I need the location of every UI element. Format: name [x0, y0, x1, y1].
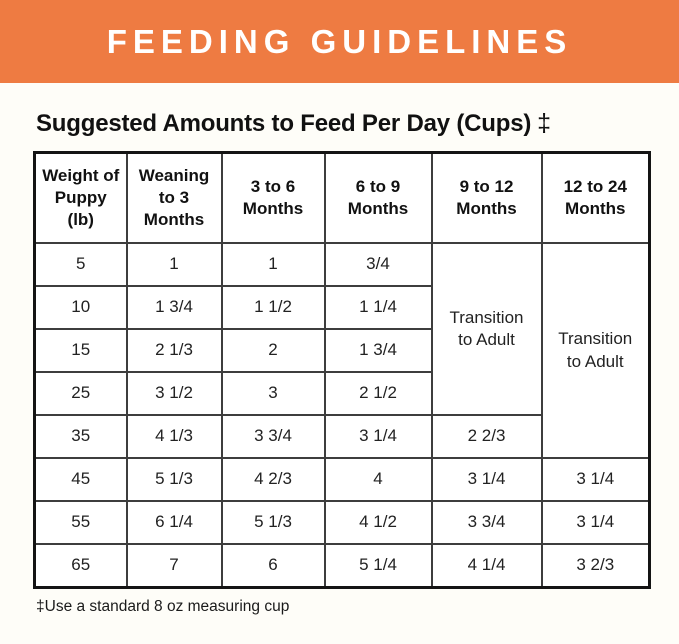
- amount-cell: 3 1/4: [540, 500, 651, 545]
- table-row-65lb: 65 7 6 5 1/4 4 1/4 3 2/3: [33, 543, 651, 589]
- amount-cell: 2 1/3: [125, 328, 223, 373]
- weight-cell: 55: [33, 500, 128, 545]
- amount-cell: 2: [220, 328, 326, 373]
- amount-cell: 5 1/4: [323, 543, 433, 589]
- column-header-weaning-3mo: Weaning to 3 Months: [125, 151, 223, 244]
- weight-cell: 25: [33, 371, 128, 416]
- weight-cell: 65: [33, 543, 128, 589]
- amount-cell: 5 1/3: [125, 457, 223, 502]
- amount-cell: 4 1/2: [323, 500, 433, 545]
- column-header-3-6mo: 3 to 6 Months: [220, 151, 326, 244]
- amount-cell: 2 1/2: [323, 371, 433, 416]
- amount-cell: 3 1/4: [323, 414, 433, 459]
- table-row-25lb: 25 3 1/2 3 2 1/2: [33, 371, 650, 416]
- amount-cell: 1 1/4: [323, 285, 433, 330]
- weight-cell: 10: [33, 285, 128, 330]
- column-header-12-24mo: 12 to 24 Months: [540, 151, 651, 244]
- section-title-text: Suggested Amounts to Feed Per Day (Cups): [36, 110, 532, 137]
- table-row-10lb: 10 1 3/4 1 1/2 1 1/4: [33, 285, 650, 330]
- amount-cell: 4 2/3: [220, 457, 326, 502]
- table-row-35lb: 35 4 1/3 3 3/4 3 1/4 2 2/3: [33, 414, 650, 459]
- amount-cell: 4 1/3: [125, 414, 223, 459]
- merged-cell-transition-9-12: Transition to Adult: [430, 242, 543, 416]
- footnote: ‡Use a standard 8 oz measuring cup: [36, 598, 290, 615]
- column-header-weight: Weight of Puppy (lb): [33, 151, 128, 244]
- amount-cell: 1: [220, 242, 326, 287]
- weight-cell: 45: [33, 457, 128, 502]
- amount-cell: 7: [125, 543, 223, 589]
- amount-cell: 3/4: [323, 242, 433, 287]
- amount-cell: 3 2/3: [540, 543, 651, 589]
- column-header-9-12mo: 9 to 12 Months: [430, 151, 543, 244]
- feeding-amounts-table: Weight of Puppy (lb) Weaning to 3 Months…: [33, 151, 651, 589]
- amount-cell: 3 1/4: [430, 457, 543, 502]
- amount-cell: 1 1/2: [220, 285, 326, 330]
- column-header-6-9mo: 6 to 9 Months: [323, 151, 433, 244]
- merged-cell-transition-12-24: Transition to Adult: [540, 242, 651, 459]
- amount-cell: 2 2/3: [430, 414, 543, 459]
- amount-cell: 3 3/4: [220, 414, 326, 459]
- amount-cell: 3 1/4: [540, 457, 651, 502]
- table-row-5lb: 5 1 1 3/4 Transition to Adult Transition…: [33, 242, 651, 459]
- table-row-45lb: 45 5 1/3 4 2/3 4 3 1/4 3 1/4: [33, 457, 651, 502]
- amount-cell: 3: [220, 371, 326, 416]
- weight-cell: 5: [33, 242, 128, 287]
- table-row-15lb: 15 2 1/3 2 1 3/4: [33, 328, 650, 373]
- feeding-guidelines-banner: FEEDING GUIDELINES: [0, 0, 679, 83]
- amount-cell: 1 3/4: [323, 328, 433, 373]
- section-title: Suggested Amounts to Feed Per Day (Cups)…: [36, 109, 679, 138]
- amount-cell: 1 3/4: [125, 285, 223, 330]
- amount-cell: 1: [125, 242, 223, 287]
- amount-cell: 6: [220, 543, 326, 589]
- banner-title: FEEDING GUIDELINES: [106, 22, 573, 60]
- amount-cell: 4 1/4: [430, 543, 543, 589]
- weight-cell: 35: [33, 414, 128, 459]
- table-row-55lb: 55 6 1/4 5 1/3 4 1/2 3 3/4 3 1/4: [33, 500, 651, 545]
- amount-cell: 3 1/2: [125, 371, 223, 416]
- dagger-symbol: ‡: [537, 109, 551, 137]
- amount-cell: 5 1/3: [220, 500, 326, 545]
- amount-cell: 6 1/4: [125, 500, 223, 545]
- header-row: Weight of Puppy (lb) Weaning to 3 Months…: [33, 151, 651, 244]
- amount-cell: 3 3/4: [430, 500, 543, 545]
- weight-cell: 15: [33, 328, 128, 373]
- amount-cell: 4: [323, 457, 433, 502]
